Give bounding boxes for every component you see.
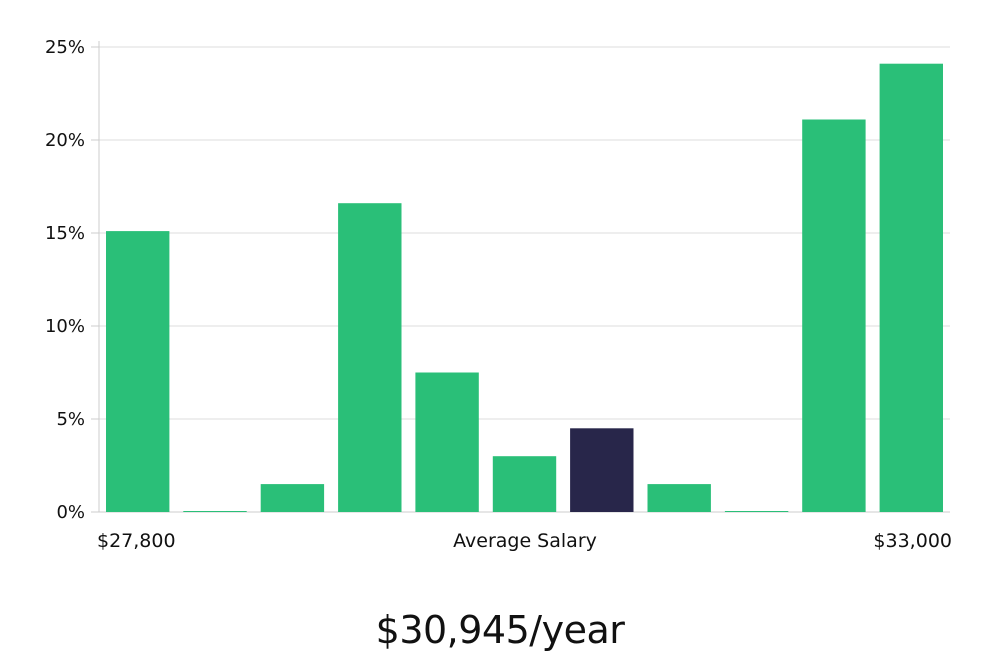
y-tick-label: 0% bbox=[56, 502, 85, 523]
bar bbox=[492, 456, 557, 512]
bars bbox=[106, 63, 943, 512]
x-axis-center-label: Average Salary bbox=[453, 530, 597, 552]
x-axis-min-label: $27,800 bbox=[97, 530, 176, 552]
bar bbox=[879, 63, 943, 512]
bar bbox=[647, 484, 711, 512]
y-tick-labels: 0% 5% 10% 15% 20% 25% bbox=[45, 37, 85, 523]
bar-highlighted bbox=[570, 428, 634, 512]
y-tick-label: 25% bbox=[45, 37, 85, 58]
bar bbox=[338, 203, 402, 512]
bar bbox=[802, 119, 866, 512]
y-tick-label: 20% bbox=[45, 130, 85, 151]
y-tick-label: 10% bbox=[45, 316, 85, 337]
bar bbox=[106, 231, 170, 512]
average-salary-value: $30,945/year bbox=[375, 608, 625, 652]
y-tick-label: 5% bbox=[56, 409, 85, 430]
bar bbox=[260, 484, 325, 512]
y-tick-label: 15% bbox=[45, 223, 85, 244]
x-axis-max-label: $33,000 bbox=[873, 530, 952, 552]
bar bbox=[724, 511, 789, 512]
bar bbox=[183, 511, 247, 512]
salary-distribution-chart: 0%5%10%15%20%25% $27,800 Average Salary … bbox=[45, 37, 952, 552]
bar bbox=[415, 372, 479, 512]
